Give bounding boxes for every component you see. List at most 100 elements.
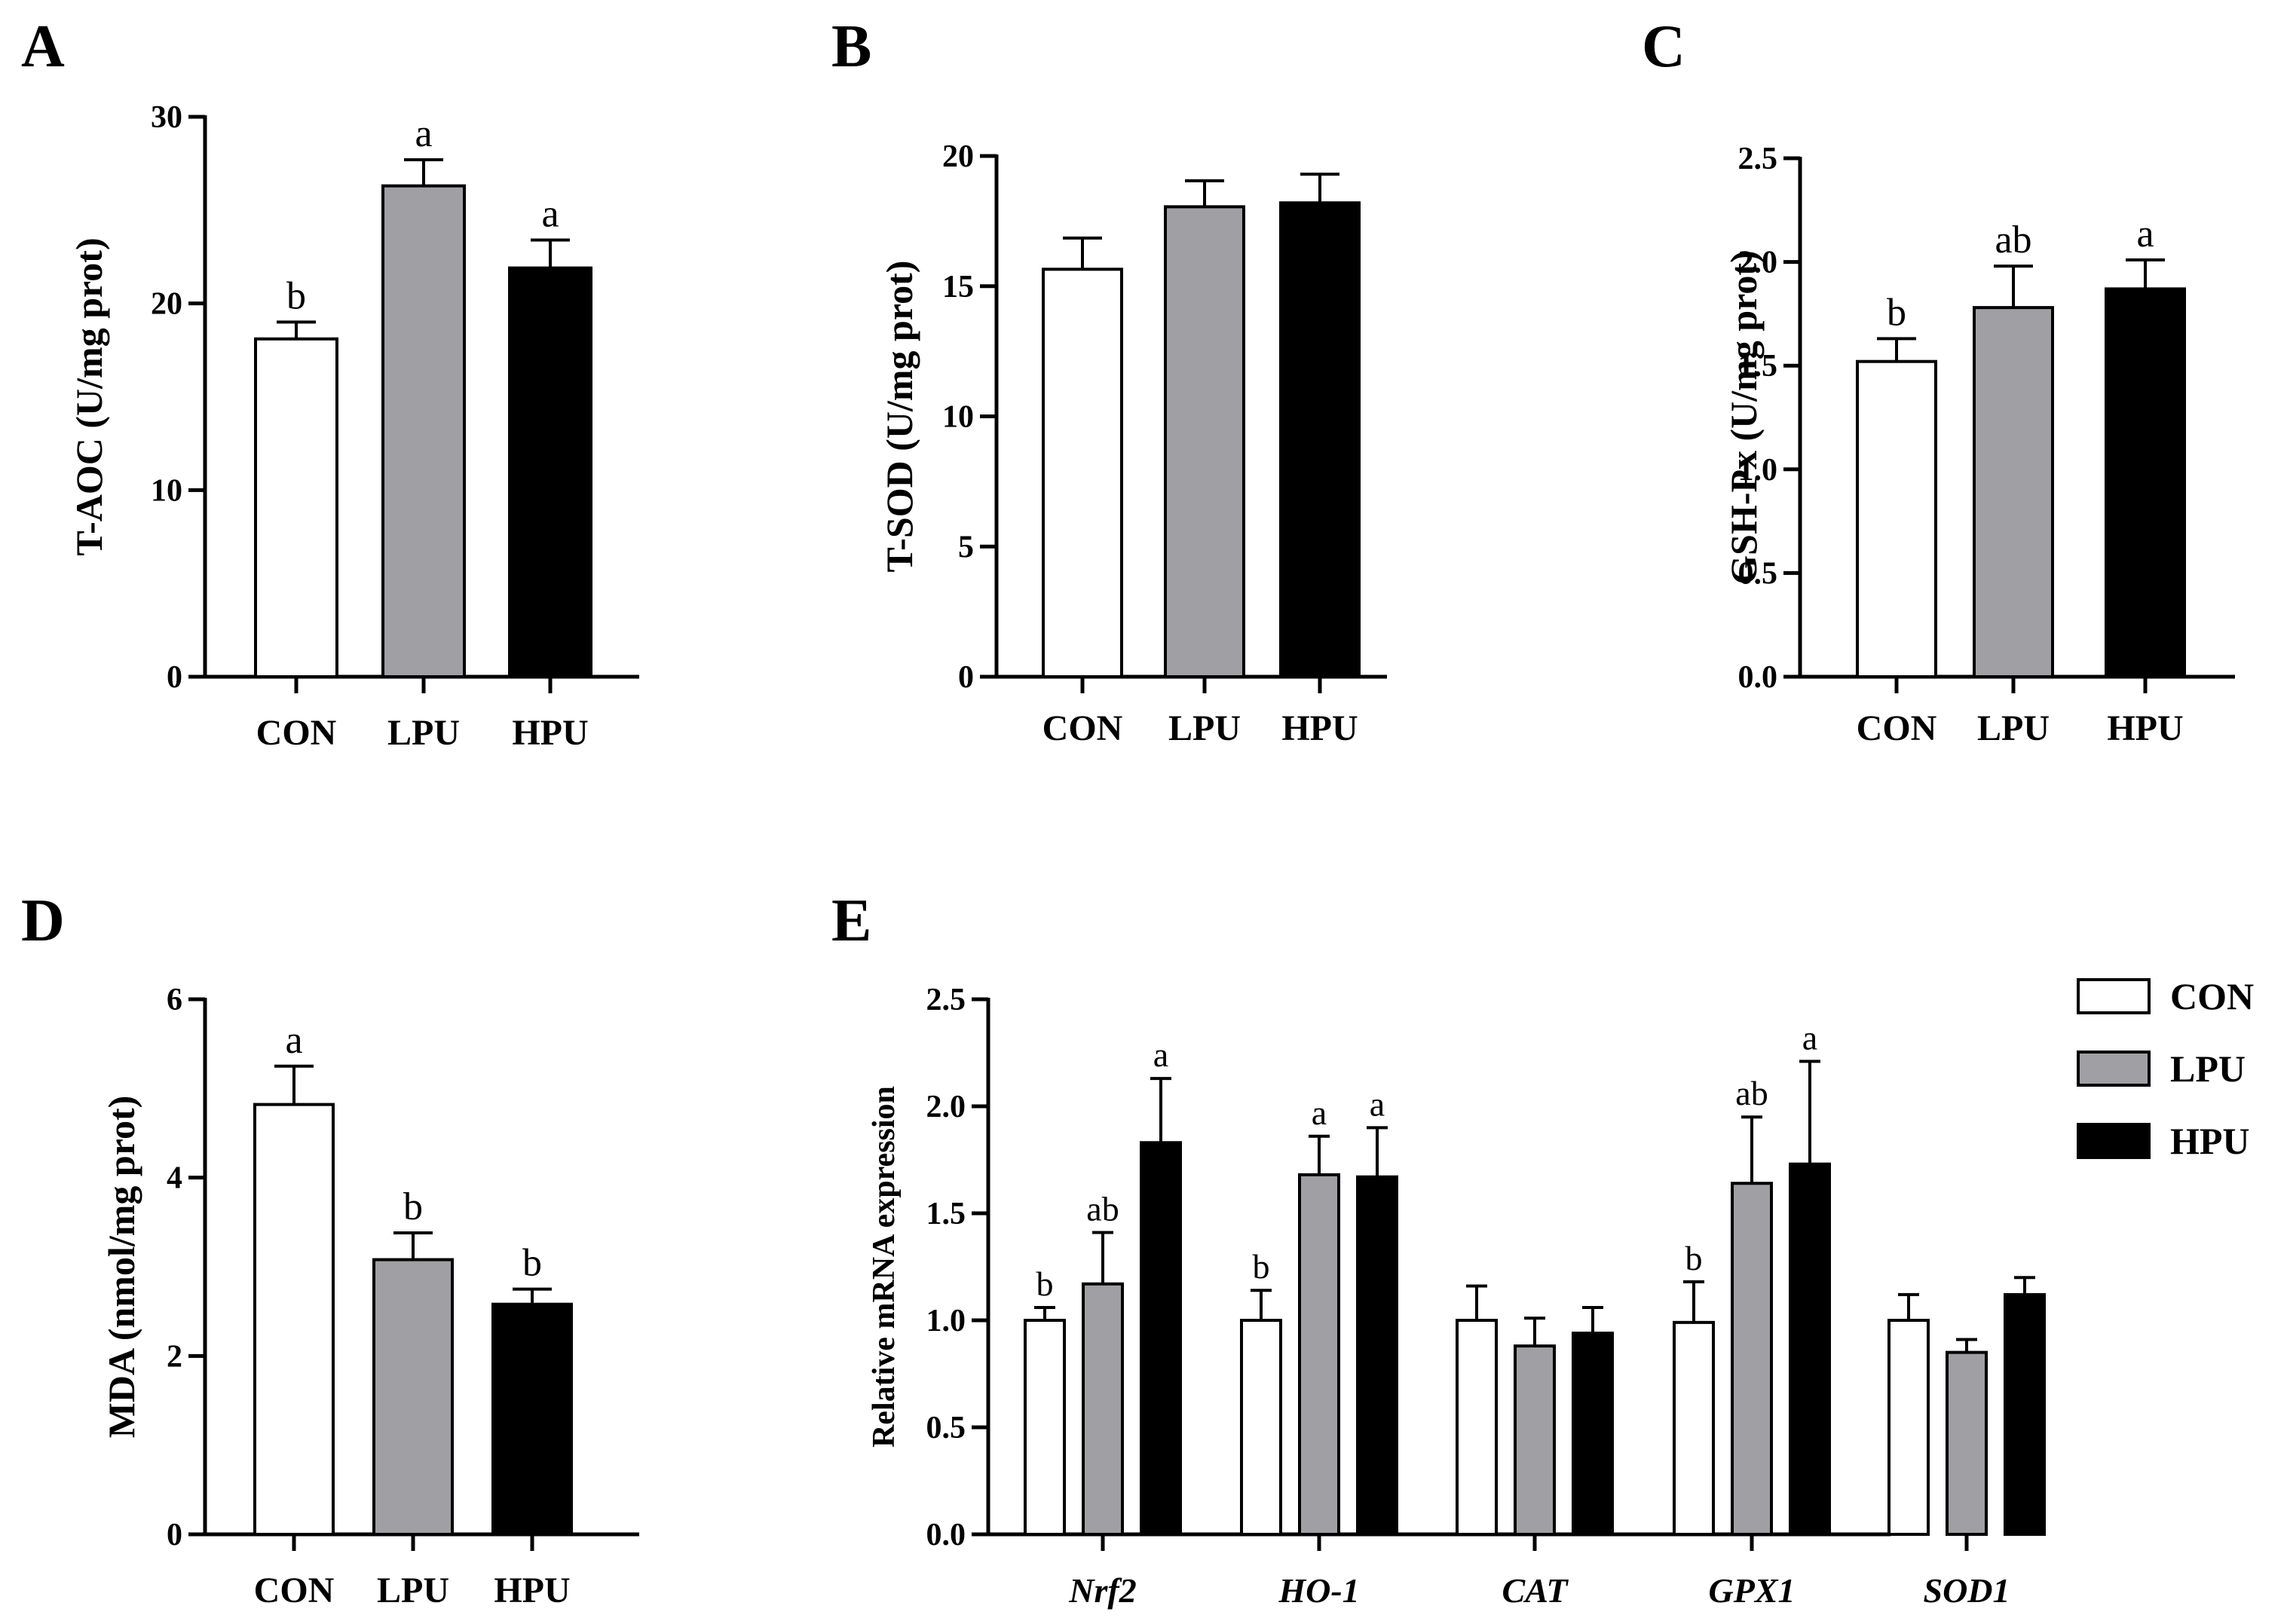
panel-letter: D — [21, 888, 65, 954]
y-tick-label: 0.0 — [1738, 660, 1778, 695]
y-tick-label: 2.0 — [926, 1090, 966, 1124]
y-tick-label: 1.5 — [926, 1197, 966, 1231]
bar-ho-1-con — [1240, 1319, 1282, 1536]
y-tick-label: 0 — [167, 660, 182, 695]
y-tick-label: 0.0 — [926, 1518, 966, 1552]
y-tick-label: 2.5 — [1738, 142, 1778, 176]
significance-letter: b — [403, 1185, 423, 1228]
bar-sod1-lpu — [1946, 1350, 1988, 1536]
x-tick-label: HPU — [494, 1570, 570, 1610]
significance-letter: a — [541, 192, 559, 235]
bar-hpu — [508, 266, 592, 678]
x-tick-label: CON — [254, 1570, 335, 1610]
panel-a: A 0 10 20 30 T-AOC (U/mg prot) CON b LPU a HPU a — [21, 14, 639, 753]
x-tick-label: HO-1 — [1278, 1571, 1359, 1610]
y-tick-label: 0.5 — [1738, 556, 1778, 591]
bar-hpu — [2105, 287, 2186, 679]
significance-letter: ab — [1086, 1190, 1119, 1228]
panel-letter: B — [831, 14, 871, 80]
significance-letter: a — [415, 112, 432, 155]
x-tick-label: GPX1 — [1709, 1571, 1796, 1610]
y-axis-title: T-SOD (U/mg prot) — [878, 261, 920, 573]
significance-letter: ab — [1735, 1074, 1768, 1112]
bar-lpu — [1164, 205, 1245, 678]
y-tick-label: 2 — [167, 1339, 182, 1374]
x-tick-label: HPU — [2107, 708, 2183, 748]
panel-b: B 0 5 10 15 20 T-SOD (U/mg prot) CON LPU HPU — [831, 14, 1387, 748]
bar-sod1-hpu — [2004, 1292, 2046, 1537]
y-tick-label: 2.5 — [926, 983, 966, 1017]
x-tick-label: SOD1 — [1923, 1571, 2010, 1610]
y-tick-label: 1.0 — [926, 1304, 966, 1338]
legend-label: HPU — [2170, 1120, 2250, 1162]
x-tick-label: LPU — [1977, 708, 2050, 748]
significance-letter: b — [522, 1242, 542, 1285]
y-tick-label: 20 — [942, 139, 974, 174]
y-tick-label: 2.0 — [1738, 246, 1778, 280]
y-tick-label: 6 — [167, 983, 182, 1017]
y-tick-label: 0.5 — [926, 1411, 966, 1445]
legend-swatch-con — [2077, 978, 2151, 1014]
significance-letter: a — [1153, 1035, 1168, 1074]
x-tick-label: LPU — [377, 1570, 449, 1610]
bar-ho-1-lpu — [1298, 1173, 1340, 1536]
significance-letter: ab — [1995, 219, 2031, 261]
bar-ho-1-hpu — [1356, 1175, 1398, 1536]
bar-lpu — [1973, 306, 2054, 678]
y-tick-label: 0 — [958, 660, 974, 695]
bar-nrf2-hpu — [1140, 1141, 1182, 1536]
y-tick-label: 1.5 — [1738, 349, 1778, 384]
x-tick-label: Nrf2 — [1068, 1571, 1136, 1610]
panel-c: C 0.0 0.5 1.0 1.5 2.0 2.5 GSH-Px (U/mg prot) CON… — [1642, 14, 2235, 748]
bar-gpx1-lpu — [1731, 1182, 1773, 1536]
significance-letter: a — [1312, 1093, 1327, 1132]
bar-sod1-con — [1887, 1319, 1930, 1536]
y-tick-label: 1.0 — [1738, 453, 1778, 488]
significance-letter: a — [285, 1019, 302, 1062]
legend-swatch-hpu — [2077, 1123, 2151, 1159]
bar-nrf2-con — [1024, 1319, 1066, 1536]
x-tick-label: CON — [1042, 708, 1123, 748]
bar-cat-lpu — [1514, 1344, 1556, 1536]
legend-label: LPU — [2170, 1047, 2246, 1090]
y-tick-label: 10 — [151, 473, 182, 508]
bar-con — [253, 1103, 335, 1536]
bar-hpu — [1279, 201, 1361, 678]
x-tick-label: CON — [1857, 708, 1937, 748]
legend-label: CON — [2170, 975, 2254, 1017]
x-tick-label: CON — [256, 713, 337, 753]
significance-letter: b — [1887, 291, 1906, 334]
bar-cat-con — [1456, 1319, 1498, 1536]
x-tick-label: HPU — [512, 713, 588, 753]
significance-letter: a — [2136, 213, 2154, 255]
significance-letter: b — [286, 274, 306, 317]
x-tick-label: LPU — [1168, 708, 1241, 748]
y-tick-label: 0 — [167, 1518, 182, 1552]
bar-lpu — [372, 1258, 454, 1536]
bar-con — [1856, 359, 1937, 678]
bar-con — [254, 337, 338, 678]
significance-letter: a — [1370, 1084, 1385, 1123]
bar-gpx1-hpu — [1789, 1162, 1831, 1537]
panel-letter: A — [21, 14, 65, 80]
x-tick-label: HPU — [1281, 708, 1358, 748]
x-tick-label: CAT — [1502, 1571, 1569, 1610]
y-tick-label: 15 — [942, 270, 974, 304]
bar-hpu — [491, 1302, 573, 1536]
x-tick-label: LPU — [387, 713, 460, 753]
bar-nrf2-lpu — [1082, 1282, 1124, 1536]
y-tick-label: 20 — [151, 287, 182, 322]
y-axis-title: MDA (nmol/mg prot) — [100, 1096, 142, 1439]
bar-gpx1-con — [1673, 1320, 1715, 1536]
panel-letter: E — [831, 888, 871, 954]
y-axis-title: Relative mRNA expression — [867, 1086, 902, 1448]
y-axis-title: GSH-Px (U/mg prot) — [1722, 250, 1765, 584]
y-tick-label: 30 — [151, 100, 182, 135]
legend: CON LPU HPU — [2077, 975, 2254, 1162]
y-tick-label: 10 — [942, 400, 974, 435]
bar-con — [1042, 268, 1123, 679]
y-axis-title: T-AOC (U/mg prot) — [68, 237, 110, 555]
y-tick-label: 4 — [167, 1161, 182, 1196]
significance-letter: b — [1036, 1265, 1054, 1303]
